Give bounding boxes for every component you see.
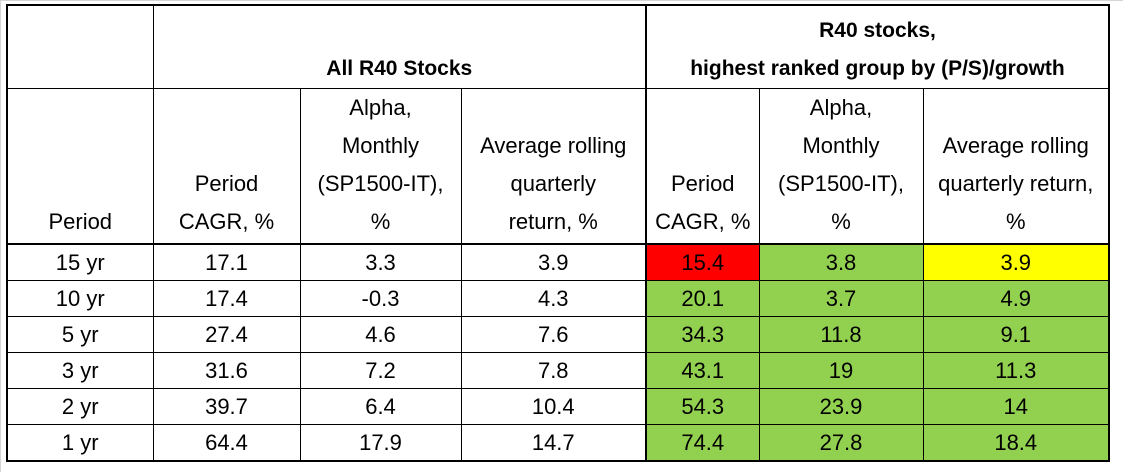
header-line: Alpha, bbox=[349, 94, 412, 120]
header-line: CAGR, % bbox=[178, 208, 275, 234]
group-top-line1: R40 stocks, bbox=[819, 18, 936, 42]
header-line: % bbox=[831, 208, 851, 234]
header-line: return, % bbox=[508, 208, 598, 234]
period-cell: 2 yr bbox=[6, 387, 154, 425]
value-cell: 31.6 bbox=[152, 351, 301, 389]
value-cell: 17.1 bbox=[152, 243, 301, 281]
value-cell: 3.9 bbox=[922, 243, 1110, 281]
value-cell: 11.8 bbox=[758, 315, 924, 353]
col-header-all-alpha: Alpha, Monthly (SP1500-IT), % bbox=[299, 87, 462, 245]
col-header-all-rolling: Average rolling quarterly return, % bbox=[460, 87, 647, 245]
value-cell: 7.2 bbox=[299, 351, 462, 389]
group-header-all: All R40 Stocks bbox=[152, 4, 647, 89]
value-cell: 74.4 bbox=[645, 423, 760, 462]
col-header-period: Period bbox=[6, 87, 154, 245]
header-line: Period bbox=[194, 170, 259, 196]
table-row: 3 yr 31.6 7.2 7.8 43.1 19 11.3 bbox=[6, 351, 1110, 389]
value-cell: 27.8 bbox=[758, 423, 924, 462]
header-line bbox=[462, 89, 646, 127]
header-line: Monthly bbox=[341, 132, 420, 158]
value-cell: 17.9 bbox=[299, 423, 462, 462]
value-cell: 9.1 bbox=[922, 315, 1110, 353]
header-line: Monthly bbox=[802, 132, 880, 158]
value-cell: 11.3 bbox=[922, 351, 1110, 389]
value-cell: 43.1 bbox=[645, 351, 760, 389]
value-cell: 20.1 bbox=[645, 279, 760, 317]
group-top-line2: highest ranked group by (P/S)/growth bbox=[690, 56, 1065, 80]
value-cell: 3.9 bbox=[460, 243, 647, 281]
value-cell: 23.9 bbox=[758, 387, 924, 425]
value-cell: 39.7 bbox=[152, 387, 301, 425]
header-line: (SP1500-IT), bbox=[317, 170, 444, 196]
header-line bbox=[647, 127, 759, 165]
value-cell: 18.4 bbox=[922, 423, 1110, 462]
header-line: Average rolling bbox=[480, 132, 627, 158]
table-row: 2 yr 39.7 6.4 10.4 54.3 23.9 14 bbox=[6, 387, 1110, 425]
value-cell: 14 bbox=[922, 387, 1110, 425]
value-cell: 19 bbox=[758, 351, 924, 389]
value-cell: 3.8 bbox=[758, 243, 924, 281]
group-all-label: All R40 Stocks bbox=[326, 56, 473, 80]
period-cell: 1 yr bbox=[6, 423, 154, 462]
value-cell: 7.6 bbox=[460, 315, 647, 353]
period-cell: 10 yr bbox=[6, 279, 154, 317]
value-cell: 6.4 bbox=[299, 387, 462, 425]
value-cell: 15.4 bbox=[645, 243, 760, 281]
header-line bbox=[924, 89, 1109, 127]
table-row: 15 yr 17.1 3.3 3.9 15.4 3.8 3.9 bbox=[6, 243, 1110, 281]
header-line: (SP1500-IT), bbox=[778, 170, 904, 196]
header-line: % bbox=[1005, 208, 1026, 234]
header-line: % bbox=[370, 208, 391, 234]
value-cell: 4.3 bbox=[460, 279, 647, 317]
header-line: CAGR, % bbox=[655, 208, 751, 234]
value-cell: 17.4 bbox=[152, 279, 301, 317]
period-cell: 3 yr bbox=[6, 351, 154, 389]
value-cell: 34.3 bbox=[645, 315, 760, 353]
value-cell: 27.4 bbox=[152, 315, 301, 353]
value-cell: 64.4 bbox=[152, 423, 301, 462]
value-cell: 3.7 bbox=[758, 279, 924, 317]
col-header-all-cagr: Period CAGR, % bbox=[152, 87, 301, 245]
header-line: Alpha, bbox=[809, 94, 873, 120]
col-header-period-label: Period bbox=[48, 208, 113, 234]
table-row: 10 yr 17.4 -0.3 4.3 20.1 3.7 4.9 bbox=[6, 279, 1110, 317]
period-cell: 15 yr bbox=[6, 243, 154, 281]
value-cell: 7.8 bbox=[460, 351, 647, 389]
value-cell: 54.3 bbox=[645, 387, 760, 425]
corner-cell bbox=[6, 4, 154, 89]
header-line bbox=[647, 89, 759, 127]
column-header-row: Period Period CAGR, % Alpha, Monthly (SP… bbox=[6, 87, 1110, 245]
table-body: 15 yr 17.1 3.3 3.9 15.4 3.8 3.9 10 yr 17.4 -0.3 4.… bbox=[6, 243, 1110, 462]
value-cell: 14.7 bbox=[460, 423, 647, 462]
col-header-top-cagr: Period CAGR, % bbox=[645, 87, 760, 245]
value-cell: -0.3 bbox=[299, 279, 462, 317]
table-row: 1 yr 64.4 17.9 14.7 74.4 27.8 18.4 bbox=[6, 423, 1110, 462]
header-line bbox=[154, 89, 300, 127]
value-cell: 10.4 bbox=[460, 387, 647, 425]
header-line: quarterly return, bbox=[938, 170, 1094, 196]
value-cell: 4.6 bbox=[299, 315, 462, 353]
period-cell: 5 yr bbox=[6, 315, 154, 353]
header-line bbox=[154, 127, 300, 165]
results-table: All R40 Stocks R40 stocks, highest ranke… bbox=[6, 4, 1110, 462]
group-header-row: All R40 Stocks R40 stocks, highest ranke… bbox=[6, 4, 1110, 89]
value-cell: 4.9 bbox=[922, 279, 1110, 317]
header-line: Period bbox=[670, 170, 735, 196]
table-row: 5 yr 27.4 4.6 7.6 34.3 11.8 9.1 bbox=[6, 315, 1110, 353]
header-line: quarterly bbox=[510, 170, 597, 196]
header-line: Average rolling bbox=[942, 132, 1089, 158]
value-cell: 3.3 bbox=[299, 243, 462, 281]
col-header-top-rolling: Average rolling quarterly return, % bbox=[922, 87, 1110, 245]
group-header-top: R40 stocks, highest ranked group by (P/S… bbox=[645, 4, 1110, 89]
col-header-top-alpha: Alpha, Monthly (SP1500-IT), % bbox=[758, 87, 924, 245]
